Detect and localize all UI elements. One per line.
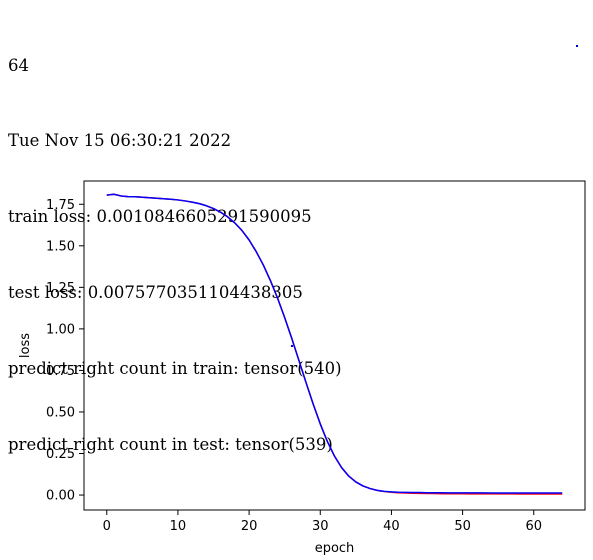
y-tick-label-2: 0.50 — [46, 405, 75, 420]
x-tick-label-6: 60 — [525, 519, 542, 534]
train-right-count-line: predict right count in train: tensor(540… — [8, 359, 342, 379]
test-loss-line: test loss: 0.0075770351104438305 — [8, 283, 303, 303]
y-tick-label-6: 1.50 — [46, 239, 75, 254]
x-tick-label-5: 50 — [454, 519, 471, 534]
y-tick-label-7: 1.75 — [46, 198, 75, 213]
x-tick-label-4: 40 — [383, 519, 400, 534]
timestamp-line: Tue Nov 15 06:30:21 2022 — [8, 131, 232, 151]
y-tick-label-0: 0.00 — [46, 489, 75, 504]
train-loss-line: train loss: 0.0010846605291590095 — [8, 207, 312, 227]
stray-dot-middle — [291, 345, 293, 347]
series-line-0 — [106, 193, 563, 495]
series-line-1 — [106, 193, 563, 494]
y-tick-label-1: 0.25 — [46, 447, 75, 462]
console-output: 64 Tue Nov 15 06:30:21 2022 train loss: … — [8, 2, 342, 483]
x-tick-label-2: 20 — [241, 519, 258, 534]
x-tick-label-1: 10 — [170, 519, 187, 534]
test-right-count-line: predict right count in test: tensor(539) — [8, 435, 333, 455]
epoch-count-line: 64 — [8, 55, 29, 75]
x-axis-label: epoch — [315, 541, 355, 556]
stray-dot-top — [576, 45, 578, 47]
y-tick-label-5: 1.25 — [46, 281, 75, 296]
y-axis-label: loss — [18, 333, 33, 358]
x-tick-label-3: 30 — [312, 519, 329, 534]
y-tick-label-3: 0.75 — [46, 364, 75, 379]
y-tick-label-4: 1.00 — [46, 322, 75, 337]
plot-frame — [83, 180, 586, 511]
x-tick-label-0: 0 — [103, 519, 111, 534]
